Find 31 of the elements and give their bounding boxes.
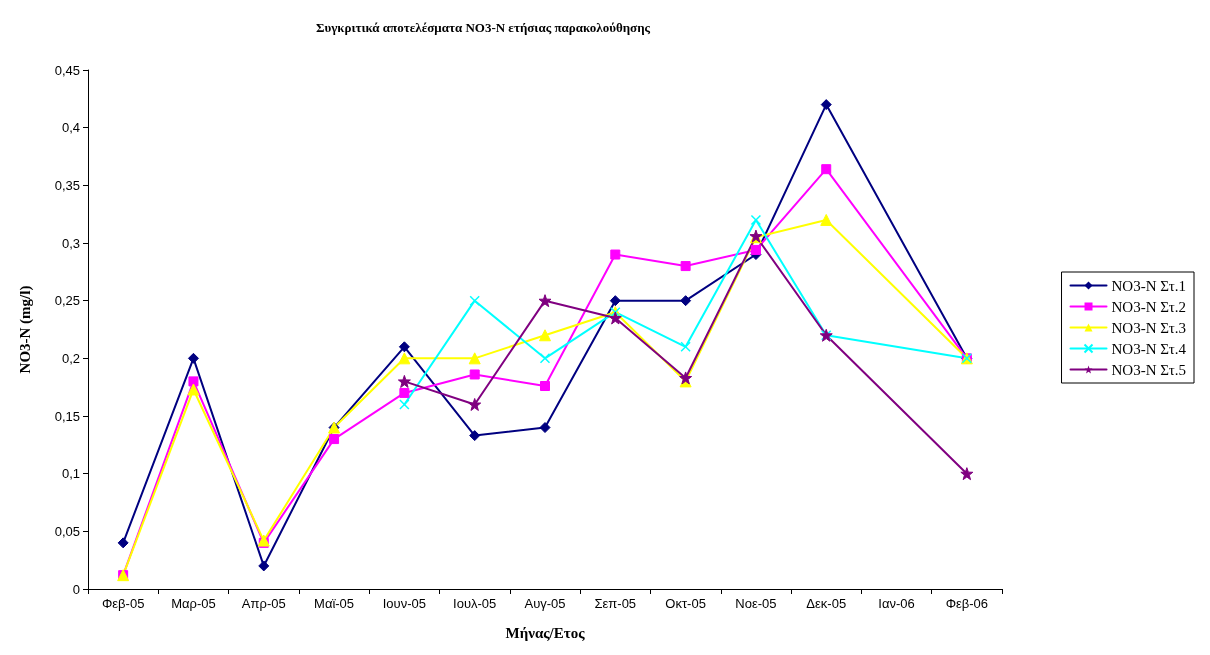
y-tick-label: 0,45 (54, 62, 80, 78)
x-tick-label: Νοε-05 (735, 596, 777, 611)
x-tick-label: Ιαν-06 (878, 596, 915, 611)
y-axis-title: NO3-N (mg/l) (16, 285, 34, 374)
y-tick-label: 0,35 (54, 177, 80, 193)
x-tick-label: Φεβ-06 (945, 596, 989, 611)
x-tick-label: Δεκ-05 (806, 596, 847, 611)
x-tick-label: Οκτ-05 (665, 596, 706, 611)
y-tick-label: 0,15 (54, 408, 80, 424)
y-tick-label: 0,3 (61, 235, 80, 251)
y-tick-label: 0 (72, 581, 80, 597)
y-tick-label: 0,2 (61, 350, 80, 366)
x-tick-label: Μαρ-05 (171, 596, 216, 611)
chart-title: Συγκριτικά αποτελέσματα NO3-N ετήσιας παρακολούθησης (315, 20, 651, 35)
y-tick-label: 0,25 (54, 293, 80, 309)
y-tick-label: 0,1 (61, 466, 80, 482)
x-tick-label: Σεπ-05 (594, 596, 637, 611)
x-tick-label: Ιουν-05 (382, 596, 427, 611)
legend-label: NO3-N Στ.4 (1111, 340, 1187, 357)
x-tick-label: Μαϊ-05 (314, 596, 355, 611)
legend-label: NO3-N Στ.3 (1111, 319, 1186, 336)
legend-label: NO3-N Στ.1 (1111, 277, 1186, 294)
x-tick-label: Ιουλ-05 (453, 596, 497, 611)
x-tick-label: Απρ-05 (241, 596, 286, 611)
y-tick-label: 0,4 (61, 120, 80, 136)
y-tick-label: 0,05 (54, 523, 80, 539)
legend-label: NO3-N Στ.5 (1111, 361, 1186, 378)
x-tick-label: Αυγ-05 (524, 596, 566, 611)
x-tick-label: Φεβ-05 (101, 596, 145, 611)
x-axis-title: Μήνας/Ετος (505, 624, 586, 641)
legend-label: NO3-N Στ.2 (1111, 298, 1186, 315)
